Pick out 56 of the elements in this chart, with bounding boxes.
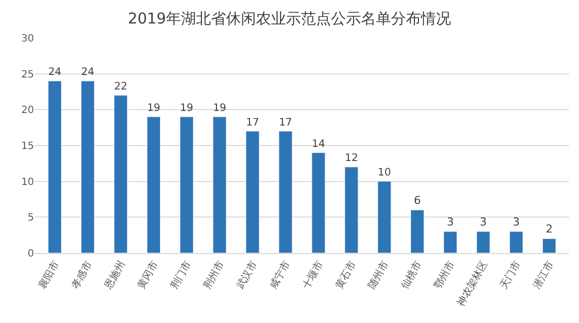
data-label: 22	[114, 80, 128, 93]
bar	[378, 181, 392, 253]
x-tick-label: 天门市	[498, 259, 524, 291]
data-label: 24	[48, 66, 62, 78]
x-tick-label: 襄阳市	[36, 259, 62, 291]
x-tick-label: 孝感市	[69, 259, 95, 291]
bar	[246, 130, 260, 253]
bar	[114, 95, 128, 253]
data-label: 24	[81, 66, 94, 78]
y-tick-label: 0	[28, 248, 34, 260]
data-label: 19	[147, 102, 160, 114]
x-tick-label: 荆州市	[201, 259, 227, 291]
data-label: 10	[378, 166, 391, 179]
bar	[212, 116, 226, 253]
data-label: 12	[344, 152, 358, 164]
bar	[443, 231, 458, 253]
bar	[476, 231, 490, 253]
data-label: 19	[180, 102, 194, 114]
bar	[278, 130, 292, 253]
x-tick-label: 荆门市	[168, 259, 194, 291]
data-label: 17	[278, 116, 292, 128]
y-tick-label: 30	[21, 34, 34, 44]
x-tick-label: 鄂州市	[432, 259, 458, 291]
y-tick-label: 20	[21, 105, 34, 116]
x-tick-label: 仙桃市	[398, 259, 424, 291]
data-label: 6	[414, 194, 421, 207]
chart-title: 2019年湖北省休闲农业示范点公示名单分布情况	[128, 9, 452, 28]
data-label: 14	[312, 138, 326, 150]
bar	[344, 166, 358, 253]
bar	[48, 80, 62, 253]
x-tick-label: 黄石市	[332, 259, 358, 291]
y-tick-label: 25	[21, 69, 34, 80]
x-tick-label: 恩施州	[102, 259, 128, 292]
x-tick-label: 潜江市	[530, 259, 556, 291]
data-label: 3	[446, 216, 454, 228]
x-tick-label: 武汉市	[234, 259, 260, 291]
bar	[542, 238, 556, 253]
y-tick-label: 10	[21, 176, 34, 188]
y-tick-label: 5	[28, 212, 34, 224]
x-tick-label: 黄冈市	[135, 259, 161, 291]
bar	[80, 80, 95, 253]
data-label: 17	[246, 116, 260, 128]
data-label: 3	[512, 216, 520, 228]
bar	[146, 116, 161, 253]
bar	[410, 210, 424, 253]
data-label: 2	[546, 222, 553, 236]
x-tick-label: 随州市	[366, 259, 392, 291]
data-label: 19	[213, 102, 226, 114]
x-tick-label: 咸宁市	[267, 259, 292, 291]
bar	[312, 152, 326, 253]
x-tick-label: 神农架林区	[454, 259, 490, 308]
bar	[509, 231, 524, 253]
y-tick-label: 15	[21, 141, 34, 152]
bar	[180, 116, 194, 253]
data-label: 3	[480, 216, 487, 228]
x-tick-label: 十堰市	[300, 259, 326, 291]
